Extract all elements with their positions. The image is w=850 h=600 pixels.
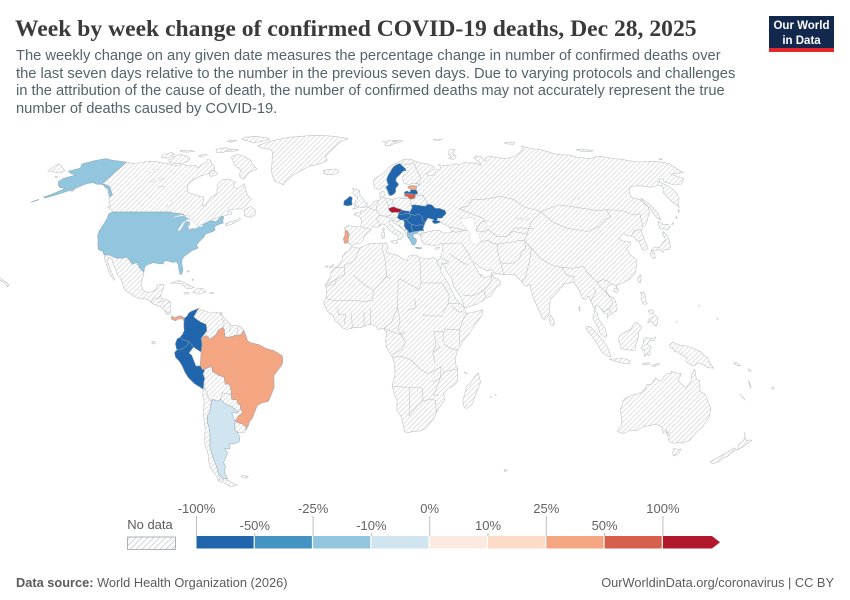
svg-text:25%: 25%	[533, 501, 559, 516]
svg-text:100%: 100%	[646, 501, 680, 516]
svg-text:0%: 0%	[420, 501, 439, 516]
svg-text:-50%: -50%	[240, 518, 271, 533]
svg-text:50%: 50%	[592, 518, 618, 533]
svg-text:-10%: -10%	[356, 518, 387, 533]
svg-text:10%: 10%	[475, 518, 501, 533]
svg-text:-25%: -25%	[298, 501, 329, 516]
svg-text:No data: No data	[127, 517, 173, 532]
svg-text:-100%: -100%	[178, 501, 216, 516]
